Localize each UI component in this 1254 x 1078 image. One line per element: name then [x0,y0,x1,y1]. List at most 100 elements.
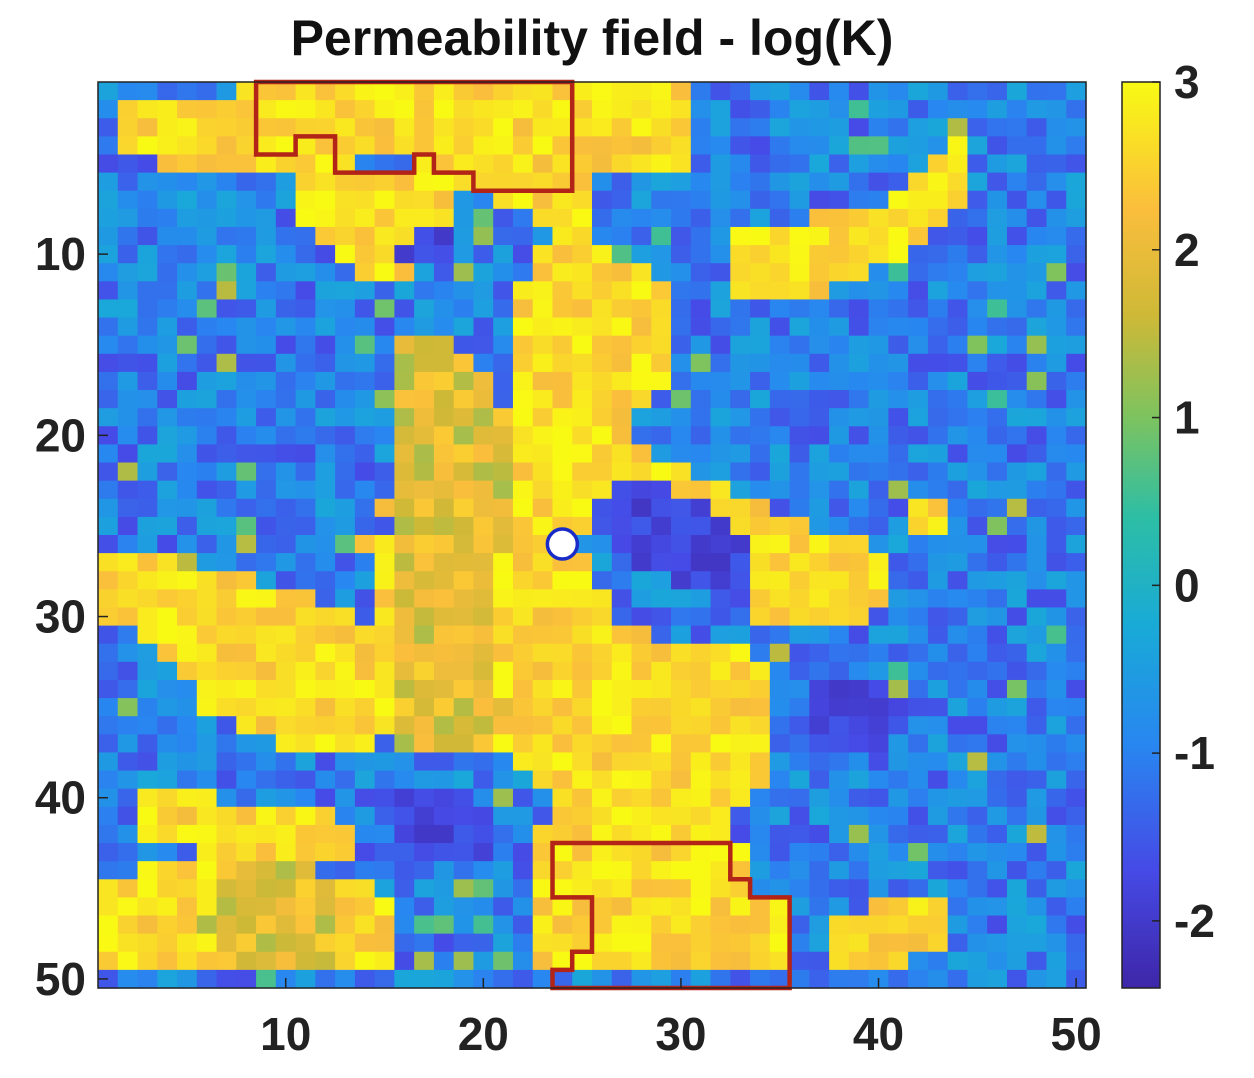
heatmap-cell [769,335,791,355]
heatmap-cell [967,553,988,572]
heatmap-cell [611,353,633,373]
heatmap-cell [433,589,455,609]
heatmap-cell [256,353,277,373]
heatmap-cell [473,245,494,264]
heatmap-cell [927,915,949,935]
heatmap-cell [473,154,494,174]
heatmap-cell [295,516,316,536]
heatmap-cell [572,770,593,790]
heatmap-cell [987,408,1008,427]
heatmap-cell [572,861,593,880]
heatmap-cell [177,607,198,627]
heatmap-cell [295,480,316,500]
heatmap-cell [908,245,929,264]
heatmap-cell [473,643,494,663]
heatmap-cell [256,263,277,282]
heatmap-cell [927,969,949,989]
heatmap-cell [1006,571,1028,590]
heatmap-cell [354,335,376,355]
heatmap-cell [196,643,218,663]
heatmap-cell [750,879,771,898]
heatmap-cell [275,770,297,790]
heatmap-cell [592,281,613,301]
heatmap-cell [414,643,435,663]
heatmap-cell [710,643,731,663]
heatmap-cell [592,498,613,518]
heatmap-cell [769,408,791,427]
heatmap-cell [829,716,850,735]
heatmap-cell [888,516,909,536]
heatmap-cell [1006,408,1028,427]
heatmap-cell [177,951,198,971]
heatmap-cell [216,679,237,699]
heatmap-cell [1046,661,1067,681]
heatmap-cell [157,535,178,554]
heatmap-cell [1006,136,1028,156]
heatmap-cell [572,444,593,464]
heatmap-cell [848,426,870,445]
heatmap-cell [414,226,435,246]
heatmap-cell [651,824,672,844]
heatmap-cell [987,480,1008,500]
heatmap-cell [789,245,810,264]
heatmap-cell [98,426,119,445]
heatmap-cell [157,100,178,119]
heatmap-cell [631,299,652,319]
heatmap-cell [394,390,415,409]
heatmap-cell [354,643,376,663]
heatmap-cell [394,208,415,228]
heatmap-cell [433,915,455,935]
heatmap-cell [1006,516,1028,536]
heatmap-cell [157,208,178,228]
heatmap-cell [216,408,237,427]
heatmap-cell [848,843,870,862]
heatmap-cell [631,679,652,699]
heatmap-cell [947,100,969,119]
heatmap-cell [374,371,395,391]
heatmap-cell [394,172,415,192]
heatmap-cell [117,915,139,935]
heatmap-cell [947,861,969,880]
heatmap-cell [473,933,494,953]
heatmap-cell [730,190,751,210]
heatmap-cell [137,480,158,500]
heatmap-cell [592,245,613,264]
heatmap-cell [295,969,316,989]
heatmap-cell [532,679,554,699]
heatmap-cell [789,281,810,301]
heatmap-cell [1006,806,1028,826]
heatmap-cell [769,734,791,754]
heatmap-cell [1006,643,1028,663]
heatmap-cell [98,643,119,663]
heatmap-cell [453,788,475,808]
heatmap-cell [335,281,356,301]
colorbar-tick-label: 1 [1174,392,1200,444]
heatmap-cell [987,390,1008,409]
heatmap-cell [117,788,139,808]
heatmap-cell [592,734,613,754]
heatmap-cell [374,263,395,282]
heatmap-cell [453,861,475,880]
heatmap-cell [453,299,475,319]
heatmap-cell [256,915,277,935]
heatmap-cell [829,263,850,282]
heatmap-cell [256,190,277,210]
heatmap-cell [848,390,870,409]
heatmap-cell [552,625,573,645]
heatmap-cell [256,788,277,808]
heatmap-cell [927,426,949,445]
heatmap-cell [888,462,909,482]
heatmap-cell [671,698,692,717]
heatmap-cell [927,390,949,409]
heatmap-cell [868,281,889,301]
heatmap-cell [927,770,949,790]
heatmap-cell [829,607,850,627]
heatmap-cell [275,643,297,663]
heatmap-cell [592,118,613,137]
heatmap-cell [572,553,593,572]
heatmap-cell [1066,698,1087,717]
heatmap-cell [651,951,672,971]
heatmap-cell [275,752,297,772]
heatmap-cell [493,335,514,355]
heatmap-cell [769,426,791,445]
